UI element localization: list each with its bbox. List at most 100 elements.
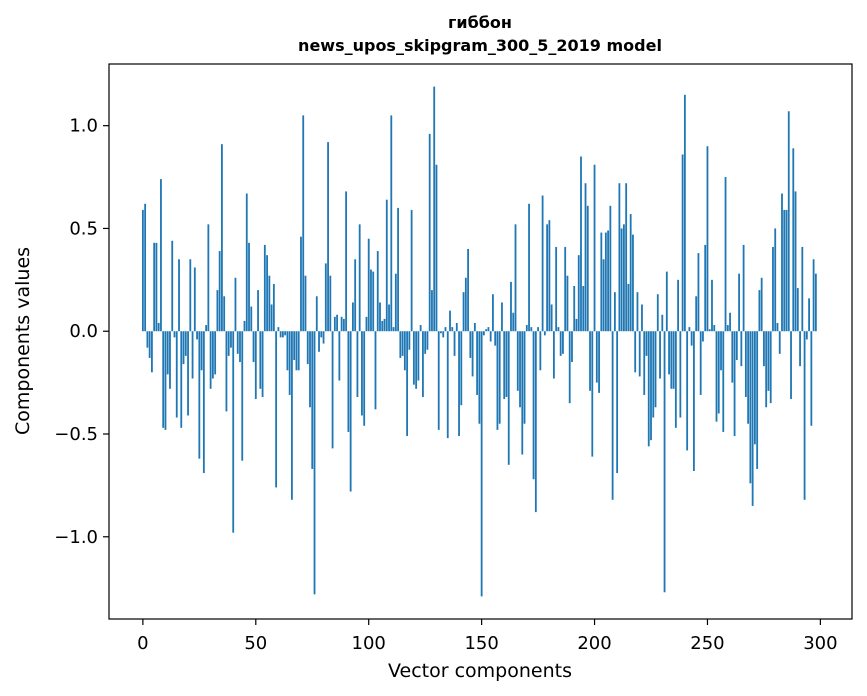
bar: [613, 292, 616, 332]
bar: [620, 228, 623, 332]
bar: [309, 331, 311, 408]
bar: [205, 325, 208, 332]
bar: [580, 156, 582, 332]
bar: [272, 283, 275, 332]
bar: [473, 323, 476, 332]
bar: [589, 331, 591, 391]
bar: [753, 331, 756, 445]
bar: [656, 294, 659, 332]
bar: [810, 331, 813, 426]
x-axis-label: Vector components: [388, 660, 572, 682]
bar: [607, 230, 609, 332]
bar: [482, 331, 485, 336]
bar: [715, 331, 718, 422]
bar: [189, 259, 192, 332]
bar: [254, 331, 257, 400]
bar: [388, 304, 390, 332]
bar: [227, 331, 230, 356]
bar: [654, 331, 657, 408]
bar: [812, 259, 815, 332]
bar: [729, 312, 731, 332]
bar: [141, 209, 144, 332]
bar: [638, 331, 641, 377]
bar: [440, 331, 442, 334]
bar: [270, 304, 273, 332]
bar: [690, 331, 693, 346]
bar: [699, 331, 702, 395]
bar: [546, 224, 549, 332]
bar: [241, 331, 244, 461]
bar: [352, 302, 354, 332]
bar: [534, 331, 537, 513]
chart-title-line-2: news_upos_skipgram_300_5_2019 model: [298, 36, 662, 55]
bar: [225, 331, 228, 412]
bar: [781, 193, 783, 332]
bar: [767, 331, 770, 391]
bar: [446, 331, 449, 439]
bar: [419, 325, 422, 332]
bar: [670, 331, 673, 389]
bar: [363, 331, 366, 426]
bar: [327, 142, 329, 332]
bar: [390, 115, 393, 332]
bar: [435, 164, 438, 332]
bar: [735, 331, 738, 360]
x-tick-label: 300: [803, 633, 837, 654]
bar: [381, 320, 384, 332]
bar: [180, 331, 183, 428]
bar: [769, 331, 772, 404]
bar: [401, 331, 404, 356]
bar: [814, 273, 817, 332]
bar: [758, 290, 761, 332]
x-tick-label: 100: [352, 633, 386, 654]
bar: [345, 191, 348, 332]
bar: [532, 331, 535, 480]
bar: [609, 205, 612, 332]
bar: [765, 331, 768, 408]
bar: [704, 244, 707, 332]
bar: [449, 310, 451, 332]
bar: [248, 242, 250, 332]
x-tick-label: 50: [244, 633, 267, 654]
bar: [489, 331, 492, 342]
bar: [358, 224, 361, 332]
bar: [259, 331, 262, 389]
y-axis-ticks: −1.0 −0.5 0.0 0.5 1.0: [54, 116, 109, 548]
bar: [688, 327, 691, 332]
bar: [796, 288, 799, 332]
bar: [494, 331, 497, 346]
bar: [223, 296, 226, 332]
bar: [428, 133, 431, 332]
bar: [293, 331, 296, 360]
bar: [774, 228, 777, 332]
y-tick-label: −1.0: [54, 527, 98, 548]
bar: [426, 331, 429, 350]
bar: [722, 331, 725, 432]
bar: [643, 331, 646, 395]
bar-series: [141, 86, 817, 597]
bar: [218, 251, 221, 332]
bar: [627, 283, 630, 332]
chart-title-line-1: гиббон: [448, 13, 512, 32]
bar: [166, 331, 169, 375]
bar: [566, 275, 569, 332]
bar: [803, 331, 806, 500]
bar: [399, 331, 402, 358]
bar: [182, 331, 185, 365]
bar: [361, 331, 363, 416]
bar: [342, 318, 345, 332]
bar: [525, 325, 528, 332]
bar: [672, 331, 675, 389]
bar: [659, 331, 661, 379]
bar: [720, 331, 722, 371]
bar: [790, 331, 792, 400]
bar: [577, 255, 580, 332]
bar: [372, 271, 375, 332]
bar: [451, 327, 454, 332]
bar: [742, 244, 745, 332]
bar: [744, 331, 747, 397]
bar: [297, 331, 300, 371]
bar: [492, 294, 494, 332]
bar: [422, 331, 424, 397]
